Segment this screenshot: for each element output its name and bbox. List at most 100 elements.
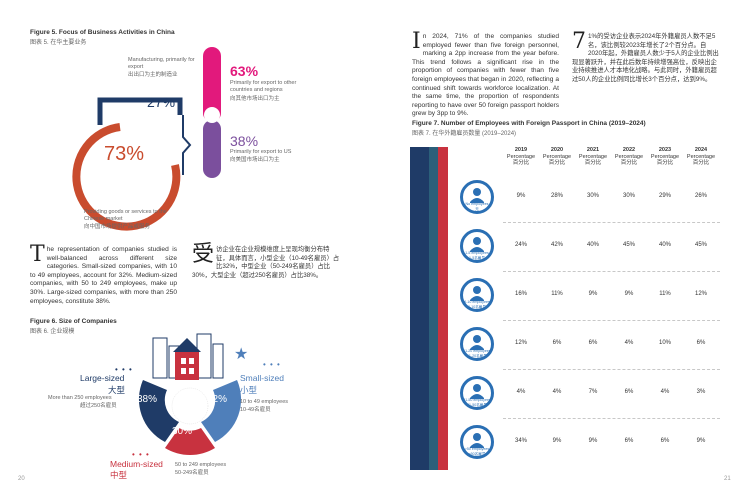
row-label-cn: 11-20名雇员: [467, 354, 487, 358]
table-cell: 29%: [658, 193, 671, 199]
large-desc-en: More than 250 employees: [48, 395, 112, 401]
table-row: 6-10 employees 6-10名雇员 16% 11% 9% 9% 11% 12%: [448, 271, 720, 320]
small-desc-cn: 10-49名雇员: [240, 407, 271, 413]
table-cell: 30%: [622, 193, 635, 199]
table-cell: 6%: [624, 438, 634, 444]
band-navy: [410, 147, 429, 470]
table-cell: 6%: [624, 389, 634, 395]
table-cell: 9%: [696, 438, 706, 444]
person-icon: [460, 278, 494, 312]
table-cell: 6%: [660, 438, 670, 444]
table-cell: 30%: [586, 193, 599, 199]
table-cell: 34%: [514, 438, 527, 444]
medium-desc-cn: 50-249名雇员: [175, 470, 209, 476]
star-icon: ★: [234, 346, 249, 363]
manuf-cn: 出出口为主的制造业: [128, 72, 178, 78]
right-para-cn: 7 1%的受访企业表示2024年外籍雇员人数不足5名，该比例较2023年增长了2个…: [572, 29, 720, 85]
table-cell: 45%: [622, 242, 635, 248]
right-para-en-drop: I: [412, 29, 421, 54]
table-cell: 12%: [514, 340, 527, 346]
col-header-2022: 2022 Percentage 百分比: [614, 147, 644, 166]
row-divider: [503, 271, 720, 272]
right-page-number: 21: [724, 476, 731, 482]
us-cn: 向美国市场出口为主: [230, 157, 280, 163]
right-para-cn-text: 1%的受访企业表示2024年外籍雇员人数不足5名，该比例较2023年增长了2个百…: [572, 33, 719, 83]
large-pct: 38%: [137, 394, 158, 405]
row-label-cn: 无: [475, 207, 479, 211]
large-dots: • • •: [115, 365, 133, 374]
table-cell: 11%: [659, 291, 671, 297]
table-cell: 9%: [588, 438, 598, 444]
table-cell: 3%: [696, 389, 706, 395]
export-bar-purple: [203, 120, 221, 178]
small-pct: 32%: [207, 394, 228, 405]
row-label-en: 1-5 employees: [465, 251, 489, 255]
other-pct: 63%: [230, 63, 259, 79]
red-building: [175, 350, 199, 380]
fig5-subtitle: 图表 5. 在华主要业务: [30, 40, 87, 46]
left-para-cn-text: 访企业在企业规模维度上呈现均衡分布特征，具体而言，小型企业（10-49名雇员）占…: [192, 246, 340, 279]
left-para-en-drop: T: [30, 242, 45, 267]
fig5-title: Figure 5. Focus of Business Activities i…: [30, 29, 175, 36]
table-cell: 9%: [516, 193, 526, 199]
right-para-cn-drop: 7: [572, 29, 586, 54]
table-header: 2019 Percentage 百分比 2020 Percentage 百分比 2021…: [503, 147, 720, 169]
col-header-2021: 2021 Percentage 百分比: [578, 147, 608, 166]
left-page: Figure 5. Focus of Business Activities i…: [18, 29, 340, 482]
us-en: Primarily for export to US: [230, 149, 292, 155]
small-segment: [201, 380, 242, 442]
table-cell: 9%: [552, 438, 562, 444]
small-en: Small-sized: [240, 373, 284, 383]
table-cell: 10%: [658, 340, 671, 346]
domestic-en: Providing goods or services to the Chine…: [84, 209, 167, 222]
col-header-2024: 2024 Percentage 百分比: [686, 147, 716, 166]
table-cell: 4%: [624, 340, 634, 346]
domestic-arc: [72, 123, 181, 231]
table-cell: 4%: [552, 389, 562, 395]
bar-divider-dot: [204, 107, 220, 123]
band-teal: [429, 147, 438, 470]
right-para-en-text: n 2024, 71% of the companies studied emp…: [412, 33, 559, 118]
medium-pct: 30%: [172, 426, 193, 437]
table-row: 21-50 employees 21-50名雇员 4% 4% 7% 6% 4% 3%: [448, 369, 720, 418]
large-en: Large-sized: [80, 373, 125, 383]
fig7-table: 2019 Percentage 百分比 2020 Percentage 百分比 2021…: [448, 147, 720, 470]
other-en: Primarily for export to other countries …: [230, 80, 297, 93]
fig6-chart: [138, 333, 242, 456]
col-header-2019: 2019 Percentage 百分比: [506, 147, 536, 166]
small-desc-en: 10 to 49 employees: [240, 399, 289, 405]
table-cell: 24%: [514, 242, 527, 248]
bracket: [182, 115, 192, 175]
left-page-number: 20: [18, 476, 25, 482]
fig5-chart: [72, 47, 221, 231]
person-icon: [460, 327, 494, 361]
table-cell: 26%: [694, 193, 707, 199]
row-label-cn: >50名雇员: [468, 452, 486, 456]
export-arc: [97, 97, 183, 125]
table-row: 1-5 employees 1-5名雇员 24% 42% 40% 45% 40% 45%: [448, 222, 720, 271]
col-header-2023: 2023 Percentage 百分比: [650, 147, 680, 166]
table-cell: 12%: [694, 291, 707, 297]
medium-en: Medium-sized: [110, 459, 163, 469]
row-label-cn: 6-10名雇员: [468, 305, 486, 309]
row-divider: [503, 369, 720, 370]
large-desc-cn: 超过250名雇员: [80, 403, 117, 409]
fig7-subtitle: 图表 7. 在华外籍雇员数量 (2019–2024): [412, 131, 517, 137]
table-cell: 45%: [694, 242, 707, 248]
person-icon: [460, 425, 494, 459]
medium-dots: • • •: [132, 450, 150, 459]
table-row: No employees 无 9% 28% 30% 30% 29% 26%: [448, 173, 720, 222]
row-divider: [503, 222, 720, 223]
person-icon: [460, 376, 494, 410]
table-cell: 6%: [696, 340, 706, 346]
row-label-cn: 1-5名雇员: [469, 256, 485, 260]
row-divider: [503, 320, 720, 321]
small-cn: 小型: [240, 385, 258, 395]
band-red: [438, 147, 448, 470]
medium-cn: 中型: [110, 470, 128, 480]
table-cell: 28%: [550, 193, 563, 199]
person-icon: [460, 229, 494, 263]
table-cell: 11%: [551, 291, 563, 297]
fig6-title: Figure 6. Size of Companies: [30, 318, 117, 325]
